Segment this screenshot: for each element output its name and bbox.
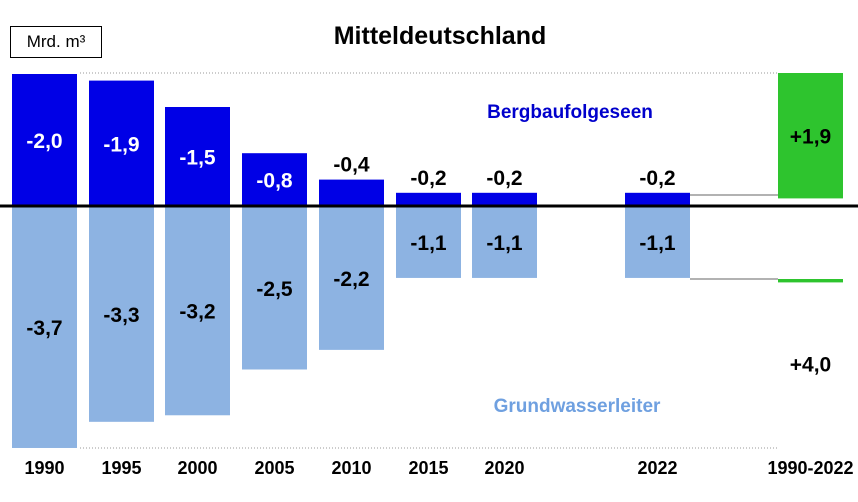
data-label-grundwasserleiter-1990: -3,7 xyxy=(26,317,62,340)
bar-change-bergbaufolgeseen xyxy=(778,73,843,199)
bar-bergbaufolgeseen-1990 xyxy=(12,74,77,206)
bar-bergbaufolgeseen-2005 xyxy=(242,153,307,206)
data-label-bergbaufolgeseen-2005: -0,8 xyxy=(256,170,293,193)
data-label-bergbaufolgeseen-1990: -2,0 xyxy=(26,130,62,153)
data-label-grundwasserleiter-2000: -3,2 xyxy=(179,301,215,324)
bar-change-grundwasserleiter xyxy=(778,279,843,283)
x-tick-label-1995: 1995 xyxy=(101,458,141,478)
bar-bergbaufolgeseen-2000 xyxy=(165,107,230,206)
data-label-bergbaufolgeseen-2015: -0,2 xyxy=(410,167,446,190)
data-label-change-bergbaufolgeseen: +1,9 xyxy=(790,126,831,149)
bar-bergbaufolgeseen-2015 xyxy=(396,192,461,206)
data-label-bergbaufolgeseen-2020: -0,2 xyxy=(486,167,522,190)
chart-title: Mitteldeutschland xyxy=(333,22,547,50)
data-label-bergbaufolgeseen-2000: -1,5 xyxy=(179,147,216,170)
data-label-grundwasserleiter-2010: -2,2 xyxy=(333,268,369,291)
bar-bergbaufolgeseen-1995 xyxy=(89,80,154,206)
data-label-bergbaufolgeseen-1995: -1,9 xyxy=(103,133,139,156)
data-label-grundwasserleiter-2022: -1,1 xyxy=(639,232,676,255)
bar-grundwasserleiter-2015 xyxy=(396,206,461,278)
bar-grundwasserleiter-2022 xyxy=(625,206,690,278)
data-label-grundwasserleiter-2020: -1,1 xyxy=(486,232,523,255)
bar-grundwasserleiter-2000 xyxy=(165,206,230,416)
data-label-grundwasserleiter-2015: -1,1 xyxy=(410,232,447,255)
bar-grundwasserleiter-2005 xyxy=(242,206,307,370)
bar-bergbaufolgeseen-2010 xyxy=(319,179,384,206)
bar-grundwasserleiter-2010 xyxy=(319,206,384,350)
data-label-grundwasserleiter-2005: -2,5 xyxy=(256,278,293,301)
x-tick-label-1990: 1990 xyxy=(24,458,64,478)
x-tick-label-2005: 2005 xyxy=(254,458,294,478)
x-tick-label-2000: 2000 xyxy=(177,458,217,478)
legend-label-grundwasserleiter: Grundwasserleiter xyxy=(494,396,661,417)
data-label-bergbaufolgeseen-2010: -0,4 xyxy=(333,154,370,177)
x-tick-label-2022: 2022 xyxy=(637,458,677,478)
bar-grundwasserleiter-2020 xyxy=(472,206,537,278)
x-tick-label-2010: 2010 xyxy=(331,458,371,478)
bar-bergbaufolgeseen-2022 xyxy=(625,192,690,206)
x-tick-label-2015: 2015 xyxy=(408,458,448,478)
bar-bergbaufolgeseen-2020 xyxy=(472,192,537,206)
unit-label-box: Mrd. m³ xyxy=(10,26,102,58)
x-tick-label-2020: 2020 xyxy=(484,458,524,478)
data-label-grundwasserleiter-1995: -3,3 xyxy=(103,304,139,327)
data-label-bergbaufolgeseen-2022: -0,2 xyxy=(639,167,675,190)
x-tick-label-1990-2022: 1990-2022 xyxy=(767,458,853,478)
bar-grundwasserleiter-1990 xyxy=(12,206,77,448)
legend-label-bergbaufolgeseen: Bergbaufolgeseen xyxy=(487,102,653,123)
bar-grundwasserleiter-1995 xyxy=(89,206,154,422)
data-label-change-grundwasserleiter: +4,0 xyxy=(790,354,831,377)
